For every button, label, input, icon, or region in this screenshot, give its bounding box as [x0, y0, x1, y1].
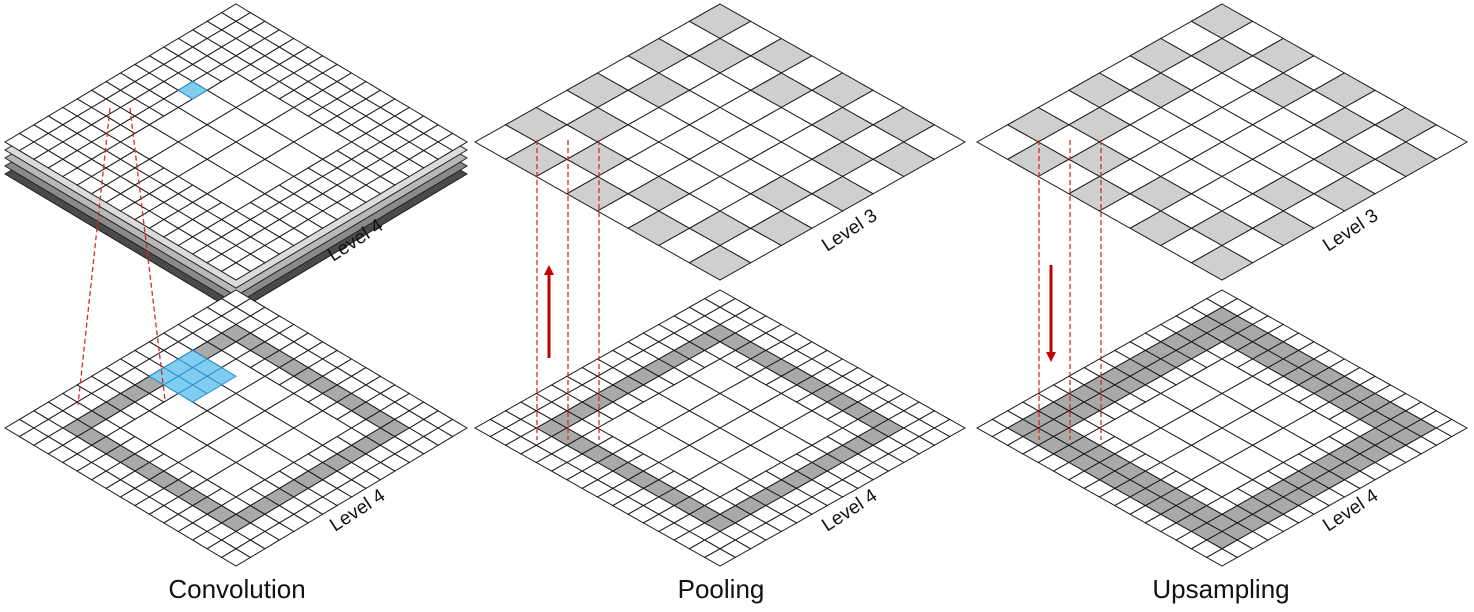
pooling-caption: Pooling — [677, 574, 765, 604]
convolution-lower-grid — [4, 289, 468, 567]
grid-cell — [688, 244, 752, 281]
kernel-guide-right — [129, 107, 166, 401]
upsampling-upper-grid — [975, 3, 1469, 281]
convolution-upper-grid — [4, 3, 468, 281]
upsampling-panel — [975, 3, 1469, 567]
upsampling-lower-grid — [975, 289, 1469, 567]
convolution-guide-lines — [77, 107, 166, 406]
grid-cell — [220, 262, 252, 281]
output-voxel — [177, 81, 209, 100]
pooling-arrow-head — [544, 265, 554, 275]
kernel-guide-left — [77, 107, 111, 406]
convolution-panel — [4, 3, 468, 567]
grid-cell — [703, 548, 737, 567]
grid-cell — [1205, 548, 1239, 567]
pooling-panel — [473, 3, 967, 567]
upsampling-arrow-head — [1046, 352, 1056, 362]
upsampling-guide-lines — [1038, 140, 1102, 440]
grid-cell — [220, 548, 252, 567]
pooling-guide-lines — [536, 140, 600, 440]
pooling-upper-grid — [473, 3, 967, 281]
pooling-lower-grid — [473, 289, 967, 567]
grid-cell — [1190, 244, 1254, 281]
convolution-caption: Convolution — [168, 574, 306, 604]
kernel-cell — [177, 384, 209, 403]
upsampling-caption: Upsampling — [1152, 574, 1290, 604]
